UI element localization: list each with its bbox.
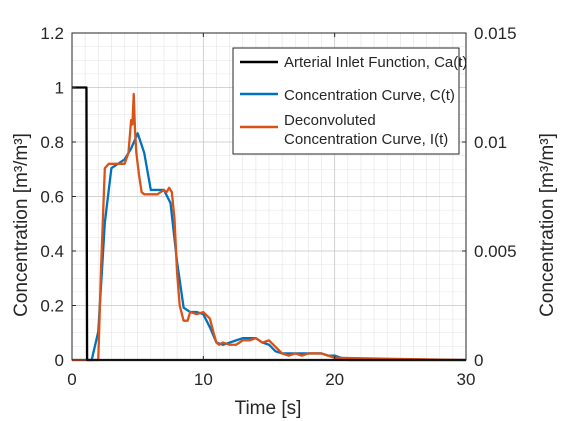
y-left-tick-label: 0 [55,351,64,370]
y-left-tick-label: 0.8 [40,133,64,152]
y-right-axis-label-group: Concentration [m³/m³] [537,133,558,317]
y-right-tick-label: 0 [474,351,483,370]
y-left-tick-label: 1.2 [40,24,64,43]
x-tick-label: 30 [457,370,476,389]
y-right-tick-label: 0.01 [474,133,507,152]
x-tick-label: 20 [325,370,344,389]
x-axis-label: Time [s] [235,398,302,419]
y-right-axis-label: Concentration [m³/m³] [537,133,558,317]
y-left-tick-label: 0.2 [40,297,64,316]
y-left-tick-label: 1 [55,79,64,98]
legend-label-concentration: Concentration Curve, C(t) [284,87,455,104]
y-left-axis-label-group: Concentration [m³/m³] [11,133,32,317]
legend: Arterial Inlet Function, Ca(t) Concentra… [233,48,467,154]
y-left-tick-label: 0.4 [40,242,64,261]
y-left-axis-label: Concentration [m³/m³] [11,133,32,317]
y-left-tick-label: 0.6 [40,188,64,207]
legend-label-arterial: Arterial Inlet Function, Ca(t) [284,54,467,71]
x-tick-label: 10 [194,370,213,389]
x-tick-label: 0 [67,370,76,389]
y-right-tick-label: 0.015 [474,24,517,43]
y-right-tick-label: 0.005 [474,242,517,261]
